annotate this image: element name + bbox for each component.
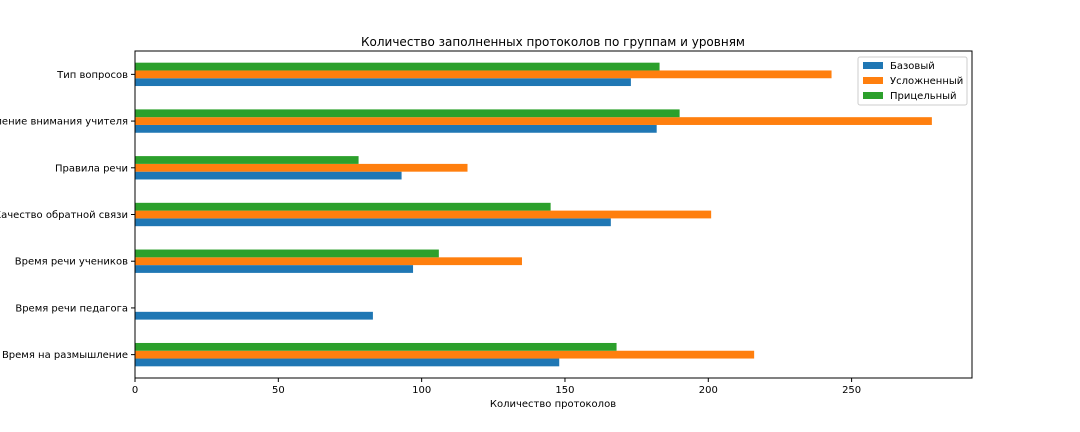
legend-label-2: Усложненный [890,76,963,87]
x-tick-label: 100 [412,385,431,396]
x-tick-label: 150 [555,385,574,396]
x-tick-label: 50 [272,385,285,396]
bar-1-2 [135,311,373,320]
y-tick-label: Правила речи [55,163,128,174]
legend-label-1: Базовый [890,61,935,72]
y-tick-label: Время речи учеников [15,257,128,268]
y-tick-label: Время речи педагога [15,303,128,314]
legend-label-3: Прицельный [890,91,957,102]
bar-3-3 [135,249,439,258]
bar-1-5 [135,171,402,180]
bar-1-6 [135,124,657,133]
y-axis-ticks: Время на размышление Время речи педагога В… [0,70,135,361]
chart-title: Количество заполненных протоколов по гру… [361,35,745,49]
bar-2-6 [135,117,932,125]
bars-group [135,62,932,367]
legend-swatch-1 [863,62,883,69]
x-axis-label: Количество протоколов [490,399,616,410]
y-tick-label: Качество обратной связи [0,210,128,221]
legend-box [857,56,968,106]
legend-swatch-2 [863,77,883,84]
bar-2-3 [135,257,522,266]
x-tick-label: 200 [699,385,718,396]
bar-3-7 [135,62,660,71]
bar-1-1 [135,358,560,367]
x-tick-label: 0 [132,385,138,396]
bar-3-6 [135,109,680,118]
y-tick-label: Распределение внимания учителя [0,117,128,128]
y-tick-label: Время на размышление [2,350,128,361]
legend-swatch-3 [863,92,883,99]
bar-3-4 [135,202,551,211]
bar-2-7 [135,70,832,79]
bar-2-5 [135,163,468,172]
bar-1-7 [135,78,631,87]
bar-1-4 [135,218,611,227]
bar-3-5 [135,156,359,164]
legend: Базовый Усложненный Прицельный [857,56,968,106]
x-tick-label: 250 [842,385,861,396]
plot-frame [134,50,973,379]
bar-2-1 [135,350,755,359]
x-axis-ticks: 0 50 100 150 200 250 [132,378,861,396]
bar-2-4 [135,210,712,219]
y-tick-label: Тип вопросов [56,70,128,81]
bar-3-1 [135,342,617,351]
bar-1-3 [135,265,414,273]
